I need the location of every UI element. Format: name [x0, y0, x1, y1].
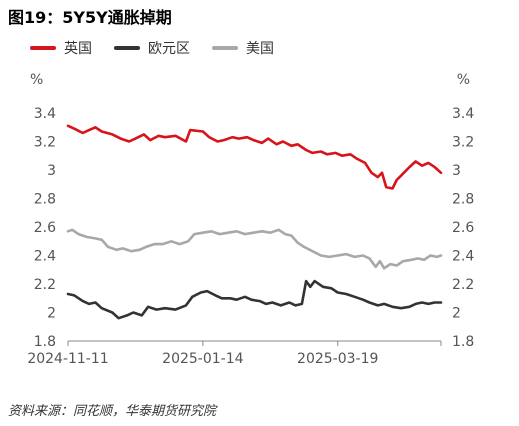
us-series-line	[66, 228, 443, 270]
y-tick-label-left: 2.2	[34, 277, 56, 293]
y-tick-label-right: 3	[452, 163, 461, 179]
legend-swatch-uk	[30, 46, 56, 50]
right-y-axis: 3.4 3.2 3 2.8 2.6 2.4 2.2 2 1.8	[452, 106, 474, 350]
y-tick-label-right: 1.8	[452, 334, 474, 350]
y-tick-label-left: 2.6	[34, 220, 56, 236]
y-tick-label-left: 1.8	[34, 334, 56, 350]
x-axis: 2024-11-11 2025-01-14 2025-03-19	[27, 341, 442, 367]
x-tick-label: 2024-11-11	[27, 351, 108, 367]
y-tick-label-right: 2.6	[452, 220, 474, 236]
y-tick-label-left: 3.4	[34, 106, 56, 122]
y-tick-label-right: 2	[452, 306, 461, 322]
y-tick-label-left: 3.2	[34, 135, 56, 151]
y-tick-label-left: 3	[47, 163, 56, 179]
euro-series-line	[66, 279, 443, 320]
x-tick-label: 2025-01-14	[162, 351, 243, 367]
y-tick-label-right: 2.4	[452, 249, 474, 265]
chart-legend: 英国 欧元区 美国	[30, 38, 296, 58]
y-tick-label-left: 2	[47, 306, 56, 322]
y-tick-label-right: 2.2	[452, 277, 474, 293]
y-tick-label-right: 3.4	[452, 106, 474, 122]
left-y-axis: 3.4 3.2 3 2.8 2.6 2.4 2.2 2 1.8	[34, 106, 56, 350]
left-unit-label: %	[30, 72, 43, 88]
legend-swatch-us	[212, 46, 238, 50]
series-lines	[66, 124, 443, 320]
legend-item-us: 美国	[212, 38, 274, 58]
right-unit-label: %	[457, 72, 470, 88]
x-tick-label: 2025-03-19	[297, 351, 378, 367]
y-tick-label-left: 2.4	[34, 249, 56, 265]
legend-item-uk: 英国	[30, 38, 92, 58]
uk-series-line	[66, 124, 443, 190]
y-tick-label-right: 3.2	[452, 135, 474, 151]
chart-title: 图19：5Y5Y通胀掉期	[8, 8, 172, 27]
legend-label-us: 美国	[246, 41, 274, 57]
y-tick-label-left: 2.8	[34, 192, 56, 208]
legend-swatch-euro	[114, 46, 140, 50]
legend-label-uk: 英国	[64, 41, 92, 57]
y-tick-label-right: 2.8	[452, 192, 474, 208]
legend-item-euro: 欧元区	[114, 38, 190, 58]
legend-label-euro: 欧元区	[148, 41, 190, 57]
source-note: 资料来源：同花顺，华泰期货研究院	[8, 404, 217, 419]
